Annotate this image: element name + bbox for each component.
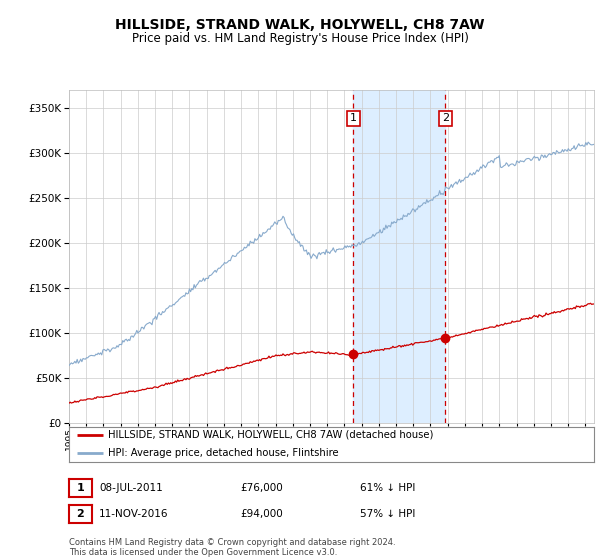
Text: HPI: Average price, detached house, Flintshire: HPI: Average price, detached house, Flin… — [109, 449, 339, 458]
Text: 1: 1 — [350, 114, 357, 123]
Text: 57% ↓ HPI: 57% ↓ HPI — [360, 509, 415, 519]
Text: 2: 2 — [77, 509, 84, 519]
Text: Contains HM Land Registry data © Crown copyright and database right 2024.
This d: Contains HM Land Registry data © Crown c… — [69, 538, 395, 557]
Text: HILLSIDE, STRAND WALK, HOLYWELL, CH8 7AW: HILLSIDE, STRAND WALK, HOLYWELL, CH8 7AW — [115, 17, 485, 31]
Text: £76,000: £76,000 — [240, 483, 283, 493]
Text: 1: 1 — [77, 483, 84, 493]
Text: 08-JUL-2011: 08-JUL-2011 — [99, 483, 163, 493]
Text: 11-NOV-2016: 11-NOV-2016 — [99, 509, 169, 519]
Text: £94,000: £94,000 — [240, 509, 283, 519]
Text: 2: 2 — [442, 114, 449, 123]
Text: Price paid vs. HM Land Registry's House Price Index (HPI): Price paid vs. HM Land Registry's House … — [131, 31, 469, 45]
Text: 61% ↓ HPI: 61% ↓ HPI — [360, 483, 415, 493]
Text: HILLSIDE, STRAND WALK, HOLYWELL, CH8 7AW (detached house): HILLSIDE, STRAND WALK, HOLYWELL, CH8 7AW… — [109, 430, 434, 440]
Bar — [353, 90, 445, 423]
